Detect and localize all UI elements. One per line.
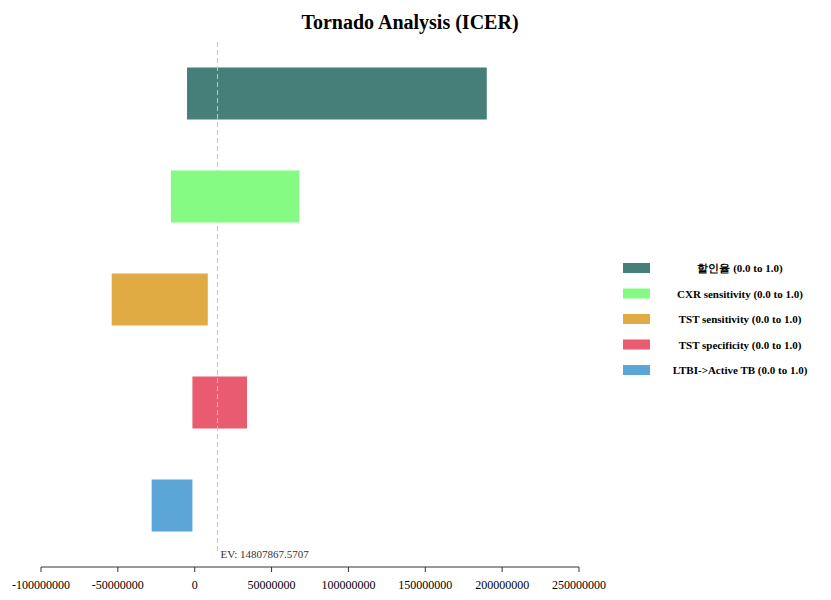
bar bbox=[187, 68, 487, 120]
x-axis bbox=[41, 567, 579, 568]
legend-label: CXR sensitivity (0.0 to 1.0) bbox=[677, 288, 803, 301]
legend-swatch bbox=[623, 340, 650, 350]
tick-label: 150000000 bbox=[398, 578, 452, 592]
ev-label: EV: 14807867.5707 bbox=[220, 548, 309, 560]
legend-label: 할인율 (0.0 to 1.0) bbox=[697, 262, 783, 275]
legend-swatch bbox=[623, 263, 650, 273]
bar bbox=[192, 377, 247, 429]
tick bbox=[425, 567, 426, 572]
chart: Tornado Analysis (ICER) EV: 14807867.5707… bbox=[0, 0, 831, 600]
tick-label: 50000000 bbox=[248, 578, 296, 592]
tick bbox=[579, 567, 580, 572]
tick bbox=[117, 567, 118, 572]
tick bbox=[194, 567, 195, 572]
tick-label: -100000000 bbox=[12, 578, 70, 592]
title: Tornado Analysis (ICER) bbox=[301, 11, 518, 34]
bar bbox=[152, 480, 193, 532]
tick-label: 250000000 bbox=[552, 578, 606, 592]
legend-label: LTBI->Active TB (0.0 to 1.0) bbox=[673, 364, 808, 377]
bar bbox=[112, 274, 208, 326]
tick-label: 200000000 bbox=[475, 578, 529, 592]
legend-swatch bbox=[623, 314, 650, 324]
tick bbox=[41, 567, 42, 572]
tick-label: 100000000 bbox=[321, 578, 375, 592]
tick-label: -50000000 bbox=[92, 578, 144, 592]
tick bbox=[348, 567, 349, 572]
legend-swatch bbox=[623, 289, 650, 299]
legend-label: TST sensitivity (0.0 to 1.0) bbox=[679, 313, 802, 326]
tick bbox=[271, 567, 272, 572]
legend-swatch bbox=[623, 365, 650, 375]
bars bbox=[112, 68, 487, 532]
ev-line bbox=[217, 42, 218, 553]
tick bbox=[502, 567, 503, 572]
bar bbox=[171, 171, 299, 223]
tick-label: 0 bbox=[192, 578, 198, 592]
legend-label: TST specificity (0.0 to 1.0) bbox=[679, 339, 802, 352]
